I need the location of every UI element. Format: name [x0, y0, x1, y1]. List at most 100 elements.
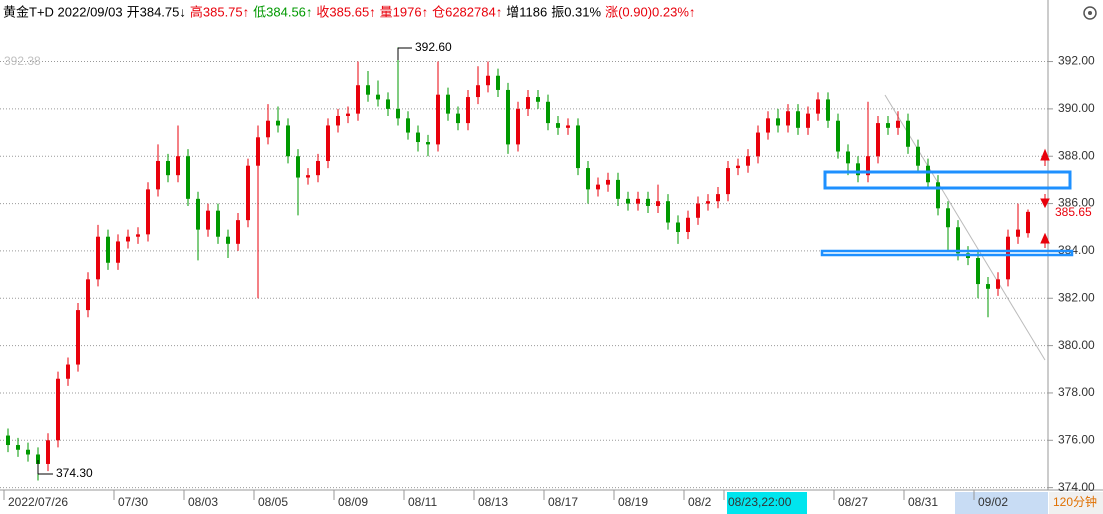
- candle-body: [276, 120, 280, 126]
- candle-body: [126, 236, 130, 242]
- header-field: 开384.75↓: [127, 4, 186, 19]
- header-field: 涨(0.90)0.23%↑: [605, 4, 695, 19]
- arrow-down: [1040, 194, 1050, 209]
- candle-body: [976, 258, 980, 285]
- candle-body: [96, 236, 100, 280]
- candle-body: [76, 310, 80, 365]
- x-tick-label: 08/17: [548, 495, 578, 509]
- candle-body: [616, 179, 620, 199]
- candle-body: [886, 123, 890, 128]
- candle-body: [66, 364, 70, 379]
- header-field: 高385.75↑: [190, 4, 249, 19]
- x-tick-label: 08/27: [838, 495, 868, 509]
- candle-body: [1006, 236, 1010, 280]
- x-tick-label: 08/03: [188, 495, 218, 509]
- candle-body: [666, 201, 670, 223]
- candle-body: [806, 113, 810, 128]
- plot: 374.00 376.00 378.00 380.00 382.00 384.00 386.…: [0, 47, 1095, 509]
- candle-body: [346, 113, 350, 116]
- y-tick-label: 380.00: [1058, 338, 1095, 352]
- zone-line: [820, 249, 1074, 257]
- candle-body: [1026, 211, 1030, 234]
- candle-body: [606, 179, 610, 185]
- zone-box: [823, 170, 1072, 190]
- y-tick-label: 378.00: [1058, 385, 1095, 399]
- candle-body: [686, 217, 690, 232]
- candle-body: [916, 146, 920, 166]
- candle-body: [376, 94, 380, 100]
- candle-body: [986, 284, 990, 289]
- y-tick-label: 374.00: [1058, 480, 1095, 494]
- candle-body: [356, 85, 360, 114]
- candle-body: [186, 156, 190, 199]
- candle-body: [716, 194, 720, 202]
- candle-body: [216, 210, 220, 237]
- header: 黄金T+D 2022/09/03 开384.75↓ 高385.75↑ 低384.56↑…: [3, 4, 695, 19]
- gear[interactable]: [1083, 6, 1097, 20]
- y-tick-label: 386.00: [1058, 196, 1095, 210]
- candle-body: [246, 165, 250, 221]
- x-tick-label: 08/09: [338, 495, 368, 509]
- low-annotation: 374.30: [56, 466, 93, 480]
- candle-body: [656, 201, 660, 206]
- candle-body: [566, 125, 570, 128]
- candle-body: [156, 160, 160, 190]
- candle-body: [46, 440, 50, 464]
- candle-body: [296, 156, 300, 178]
- gear-hub[interactable]: [1088, 11, 1092, 15]
- candle-body: [456, 113, 460, 124]
- candle-body: [826, 99, 830, 121]
- candle-body: [546, 101, 550, 124]
- candle-body: [796, 111, 800, 128]
- candle-body: [366, 85, 370, 95]
- last-price: 385.65: [1055, 205, 1092, 219]
- x-tick-label: 2022/07/26: [8, 495, 68, 509]
- header-field: 收385.65↑: [316, 4, 375, 19]
- x-tick-label: 08/2: [688, 495, 712, 509]
- candle-body: [556, 123, 560, 128]
- candle-body: [936, 182, 940, 209]
- candle-body: [536, 97, 540, 102]
- header-field: 黄金T+D 2022/09/03: [3, 4, 123, 19]
- candle-body: [26, 449, 30, 455]
- arrow-up: [1040, 148, 1050, 166]
- candle-body: [446, 94, 450, 114]
- period-box[interactable]: [1049, 492, 1103, 514]
- candle-body: [906, 120, 910, 147]
- candle-body: [326, 125, 330, 161]
- high-annotation: 392.60: [415, 40, 452, 54]
- candle-body: [926, 165, 930, 183]
- candle-body: [636, 198, 640, 204]
- y-tick-label: 376.00: [1058, 432, 1095, 446]
- candle-body: [316, 160, 320, 176]
- cursor-band: [727, 492, 807, 514]
- candle-body: [526, 97, 530, 109]
- candle-body: [86, 279, 90, 311]
- candle-body: [706, 201, 710, 204]
- candle-body: [396, 108, 400, 119]
- candle-body: [36, 454, 40, 464]
- header-field: 振0.31%: [551, 4, 601, 19]
- candle-body: [776, 118, 780, 126]
- ref-price: 392.38: [4, 54, 41, 68]
- candle-body: [506, 89, 510, 145]
- candle-body: [746, 156, 750, 166]
- candle-body: [266, 120, 270, 138]
- candle-body: [576, 125, 580, 169]
- candle-body: [196, 198, 200, 230]
- candle-body: [786, 111, 790, 126]
- x-tick-label: 08/31: [908, 495, 938, 509]
- y-tick-label: 388.00: [1058, 148, 1095, 162]
- candle-body: [946, 208, 950, 228]
- period-label[interactable]: 120分钟: [1053, 494, 1097, 509]
- candle-body: [646, 198, 650, 206]
- candle-body: [106, 236, 110, 263]
- candle-body: [956, 227, 960, 254]
- candle-body: [676, 222, 680, 232]
- candle-body: [696, 203, 700, 218]
- candle-body: [496, 75, 500, 90]
- candle-body: [586, 168, 590, 190]
- header-field: 量1976↑: [380, 4, 428, 19]
- settings-icon[interactable]: [1083, 6, 1097, 20]
